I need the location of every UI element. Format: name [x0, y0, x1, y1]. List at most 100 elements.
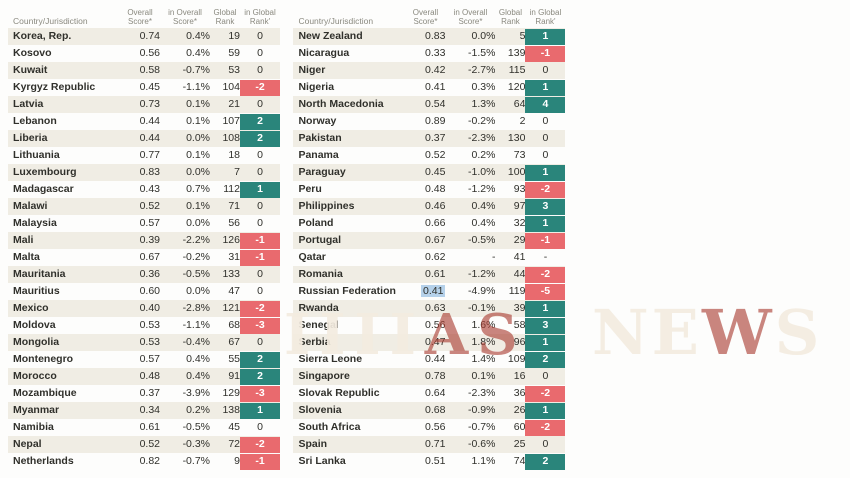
- global-rank-change: 1: [525, 300, 566, 317]
- global-rank: 119: [508, 285, 526, 297]
- overall-score: 0.53: [139, 336, 160, 348]
- global-rank: 67: [228, 336, 240, 348]
- rank-change-value: 0: [257, 200, 263, 212]
- overall-score-change: -2.7%: [468, 64, 496, 76]
- global-rank-change: 1: [525, 334, 566, 351]
- overall-score-change: -1.5%: [468, 47, 496, 59]
- global-rank: 71: [228, 200, 240, 212]
- rank-change-value: 0: [542, 132, 549, 144]
- overall-score: 0.51: [425, 455, 446, 467]
- rank-change-badge: -1: [240, 453, 280, 470]
- header-line-1: in Overall: [168, 8, 202, 17]
- rank-change-badge: -5: [525, 283, 566, 300]
- global-rank-change: 0: [240, 266, 280, 283]
- overall-score-change: 1.3%: [471, 98, 496, 110]
- overall-score: 0.64: [425, 387, 446, 399]
- overall-score: 0.56: [425, 319, 446, 331]
- country-name: Pakistan: [298, 132, 342, 144]
- global-rank: 112: [223, 183, 240, 195]
- overall-score-change: 0.2%: [186, 404, 210, 416]
- table-row: Mali 0.39 -2.2% 126 -1: [8, 232, 280, 249]
- overall-score-change: -0.2%: [182, 251, 210, 263]
- rank-change-badge: 1: [525, 164, 566, 181]
- overall-score: 0.56: [425, 421, 446, 433]
- overall-score: 0.39: [139, 234, 160, 246]
- global-rank: 59: [228, 47, 240, 59]
- global-rank-change: 0: [240, 215, 280, 232]
- table-row: Madagascar 0.43 0.7% 112 1: [8, 181, 280, 198]
- table-row: Niger 0.42 -2.7% 115 0: [293, 62, 566, 79]
- overall-score-change: -4.9%: [468, 285, 496, 297]
- country-name: Madagascar: [13, 183, 74, 195]
- global-rank-change: 4: [525, 96, 566, 113]
- country-name: Russian Federation: [298, 285, 396, 297]
- table-row: Namibia 0.61 -0.5% 45 0: [8, 419, 280, 436]
- global-rank: 138: [222, 404, 240, 416]
- overall-score-change: 0.0%: [471, 30, 496, 42]
- global-rank-change: -2: [525, 181, 566, 198]
- rank-change-badge: 3: [525, 317, 566, 334]
- global-rank-change: 2: [240, 130, 280, 147]
- rank-change-value: 0: [257, 98, 263, 110]
- header-line-2: Score*: [127, 17, 152, 26]
- overall-score-change: 0.4%: [471, 200, 496, 212]
- overall-score: 0.58: [139, 64, 160, 76]
- global-rank: 108: [222, 132, 240, 144]
- country-name: Luxembourg: [13, 166, 77, 178]
- table-row: Luxembourg 0.83 0.0% 7 0: [8, 164, 280, 181]
- rank-change-badge: 2: [240, 368, 280, 385]
- overall-score-change: -: [491, 251, 496, 263]
- table-row: Russian Federation 0.41 -4.9% 119 -5: [293, 283, 566, 300]
- global-rank: 21: [228, 98, 240, 110]
- global-rank-change: 2: [525, 453, 566, 470]
- global-rank: 45: [228, 421, 240, 433]
- overall-score-change: -0.2%: [468, 115, 496, 127]
- country-name: Malaysia: [13, 217, 57, 229]
- global-rank-change: -2: [240, 300, 280, 317]
- rank-change-value: 0: [542, 149, 549, 161]
- country-name: Liberia: [13, 132, 48, 144]
- table-row: Moldova 0.53 -1.1% 68 -3: [8, 317, 280, 334]
- table-row: Myanmar 0.34 0.2% 138 1: [8, 402, 280, 419]
- country-name: Poland: [298, 217, 334, 229]
- rank-change-badge: -2: [240, 300, 280, 317]
- rank-change-badge: -1: [525, 45, 566, 62]
- header-line-1: Global: [213, 8, 237, 17]
- table-row: North Macedonia 0.54 1.3% 64 4: [293, 96, 566, 113]
- header-line-2: Rank': [249, 17, 271, 26]
- table-row: Rwanda 0.63 -0.1% 39 1: [293, 300, 566, 317]
- overall-score-change: 1.1%: [471, 455, 496, 467]
- overall-score: 0.83: [425, 30, 446, 42]
- overall-score-change: 0.0%: [186, 285, 210, 297]
- table-row: Sri Lanka 0.51 1.1% 74 2: [293, 453, 566, 470]
- header-line-2: Score*: [172, 17, 197, 26]
- global-rank-change: 2: [240, 368, 280, 385]
- header-line-2: Score*: [413, 17, 438, 26]
- rank-change-badge: 2: [240, 130, 280, 147]
- column-header-overall-score-change: in Overall Score*: [160, 8, 210, 26]
- overall-score-change: -0.6%: [468, 438, 496, 450]
- global-rank-change: 0: [240, 96, 280, 113]
- table-row: Mongolia 0.53 -0.4% 67 0: [8, 334, 280, 351]
- column-header-overall-score: Overall Score*: [405, 8, 445, 26]
- country-name: Mauritania: [13, 268, 66, 280]
- table-row: Nigeria 0.41 0.3% 120 1: [293, 79, 566, 96]
- table-row: Kuwait 0.58 -0.7% 53 0: [8, 62, 280, 79]
- header-line-1: Global: [498, 8, 523, 17]
- overall-score-change: -0.4%: [182, 336, 210, 348]
- watermark-fragment: W: [701, 296, 775, 369]
- column-header-country: Country/Jurisdiction: [298, 16, 374, 26]
- country-name: Latvia: [13, 98, 44, 110]
- overall-score-change: 0.3%: [471, 81, 496, 93]
- rank-change-value: 0: [542, 115, 549, 127]
- country-name: South Africa: [298, 421, 361, 433]
- country-name: Mauritius: [13, 285, 60, 297]
- global-rank-change: -1: [240, 249, 280, 266]
- overall-score-change: -0.7%: [182, 64, 210, 76]
- country-name: Mozambique: [13, 387, 77, 399]
- rank-change-value: 0: [542, 64, 549, 76]
- country-name: Serbia: [298, 336, 331, 348]
- table-row: Morocco 0.48 0.4% 91 2: [8, 368, 280, 385]
- table-row: Pakistan 0.37 -2.3% 130 0: [293, 130, 566, 147]
- global-rank-change: 0: [240, 45, 280, 62]
